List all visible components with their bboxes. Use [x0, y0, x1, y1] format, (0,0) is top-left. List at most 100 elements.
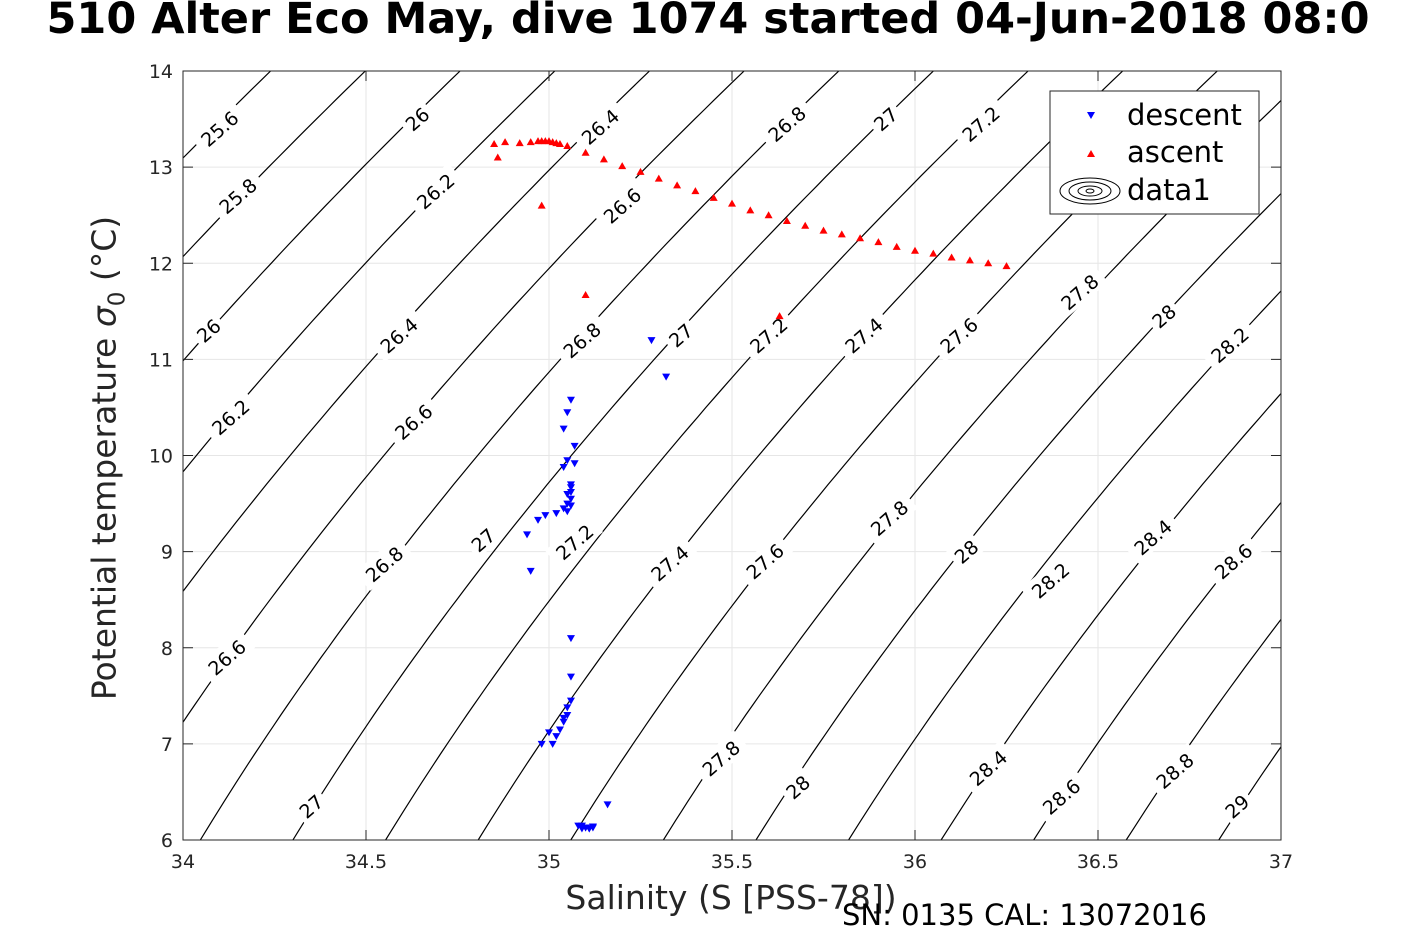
- descent-marker: [566, 484, 575, 492]
- contour-label-bg: [462, 519, 503, 559]
- legend-ascent-label: ascent: [1127, 135, 1223, 169]
- y-axis-label: Potential temperature σ0 (°C): [84, 215, 131, 700]
- contour-label-bg: [777, 766, 818, 806]
- contour-label-bg: [396, 98, 437, 138]
- contour-line: [183, 71, 556, 473]
- descent-marker: [552, 510, 561, 518]
- descent-marker: [603, 801, 612, 809]
- contour-label-bg: [945, 531, 986, 571]
- contour-line: [183, 71, 367, 258]
- ascent-marker: [782, 216, 791, 224]
- y-axis-label-unit: (°C): [84, 215, 124, 292]
- ascent-marker: [501, 138, 510, 146]
- ascent-marker: [929, 249, 938, 257]
- ascent-marker: [728, 199, 736, 207]
- contour-label-bg: [1200, 316, 1259, 372]
- legend-data1-label: data1: [1127, 173, 1211, 207]
- contour-label-bg: [197, 629, 256, 685]
- descent-marker: [552, 733, 561, 741]
- descent-marker: [559, 714, 568, 722]
- contour-label-bg: [405, 162, 464, 218]
- contour-label-bg: [208, 167, 267, 223]
- contour-label-bg: [1216, 786, 1257, 826]
- contour-label-bg: [188, 310, 228, 350]
- contour-label-bg: [859, 489, 918, 545]
- ascent-marker: [515, 139, 524, 147]
- y-tick-label: 13: [149, 157, 173, 179]
- ascent-marker: [911, 246, 919, 254]
- descent-marker: [566, 396, 575, 404]
- descent-marker: [526, 567, 535, 575]
- ascent-marker: [764, 211, 773, 219]
- contour-label-bg: [200, 388, 259, 444]
- contour-label-bg: [1050, 263, 1109, 319]
- legend-ascent-marker: [1087, 150, 1095, 157]
- descent-marker: [570, 442, 579, 450]
- descent-marker: [563, 712, 572, 720]
- ascent-marker: [636, 167, 645, 175]
- y-tick-label: 9: [161, 542, 173, 564]
- contour-label-bg: [290, 786, 331, 826]
- contour-label-bg: [189, 100, 248, 156]
- descent-marker: [559, 464, 568, 472]
- contour-label-bg: [354, 535, 413, 591]
- ascent-marker: [1002, 262, 1011, 270]
- descent-marker: [563, 704, 572, 712]
- y-tick-label: 7: [161, 734, 173, 756]
- ascent-marker: [709, 193, 718, 201]
- x-tick-label: 37: [1269, 851, 1293, 873]
- ascent-marker: [673, 181, 682, 189]
- y-tick-label: 14: [149, 61, 173, 83]
- descent-marker: [566, 502, 575, 510]
- descent-marker: [566, 697, 575, 705]
- descent-marker: [563, 409, 572, 417]
- ascent-marker: [837, 230, 846, 238]
- contour-line: [384, 71, 1029, 840]
- descent-marker: [563, 508, 572, 516]
- y-tick-label: 8: [161, 638, 173, 660]
- ascent-marker: [599, 155, 608, 163]
- descent-marker: [548, 740, 557, 748]
- contour-label-bg: [1123, 509, 1182, 564]
- descent-marker: [545, 729, 553, 737]
- descent-marker: [566, 635, 575, 643]
- contour-label-bg: [738, 307, 797, 363]
- descent-marker: [555, 726, 564, 734]
- ascent-marker: [581, 290, 590, 298]
- legend-descent-label: descent: [1127, 98, 1242, 132]
- contour-label-bg: [1020, 552, 1079, 608]
- ascent-marker: [965, 256, 974, 264]
- ascent-marker: [746, 206, 755, 214]
- descent-marker: [566, 489, 575, 497]
- ascent-marker: [874, 238, 883, 246]
- ascent-marker: [537, 201, 546, 209]
- y-tick-label: 11: [149, 349, 173, 371]
- ascent-marker: [581, 148, 590, 156]
- contour-label-bg: [834, 307, 893, 363]
- contour-label-bg: [691, 730, 750, 785]
- density-contours: [183, 71, 1281, 840]
- x-tick-label: 34.5: [345, 851, 387, 873]
- ascent-marker: [947, 253, 956, 261]
- descent-marker: [570, 460, 579, 468]
- descent-marker: [559, 425, 568, 433]
- ascent-marker: [563, 141, 572, 149]
- legend-box: [1049, 90, 1260, 215]
- descent-marker: [588, 824, 597, 832]
- axis-ticks: 34 34.5 35 35.5 36 36.5 37 6 7 8 9 10 11 12 13 14: [149, 61, 1293, 873]
- descent-marker: [541, 512, 550, 520]
- y-axis-label-subscript: 0: [104, 291, 131, 307]
- data-markers: [490, 137, 1011, 833]
- contour-line: [1032, 501, 1281, 840]
- contour-label-bg: [958, 739, 1017, 795]
- contour-label-bg: [544, 513, 603, 569]
- ascent-marker: [526, 138, 535, 146]
- legend-data1-contour-icon: [1059, 177, 1121, 205]
- contour-label-bg: [1031, 768, 1090, 824]
- x-axis-label: Salinity (S [PSS-78]): [565, 878, 897, 917]
- contour-label-bg: [660, 315, 701, 355]
- legend-descent-marker: [1087, 112, 1095, 119]
- contour-line: [199, 71, 840, 840]
- contour-label-bg: [1145, 742, 1204, 798]
